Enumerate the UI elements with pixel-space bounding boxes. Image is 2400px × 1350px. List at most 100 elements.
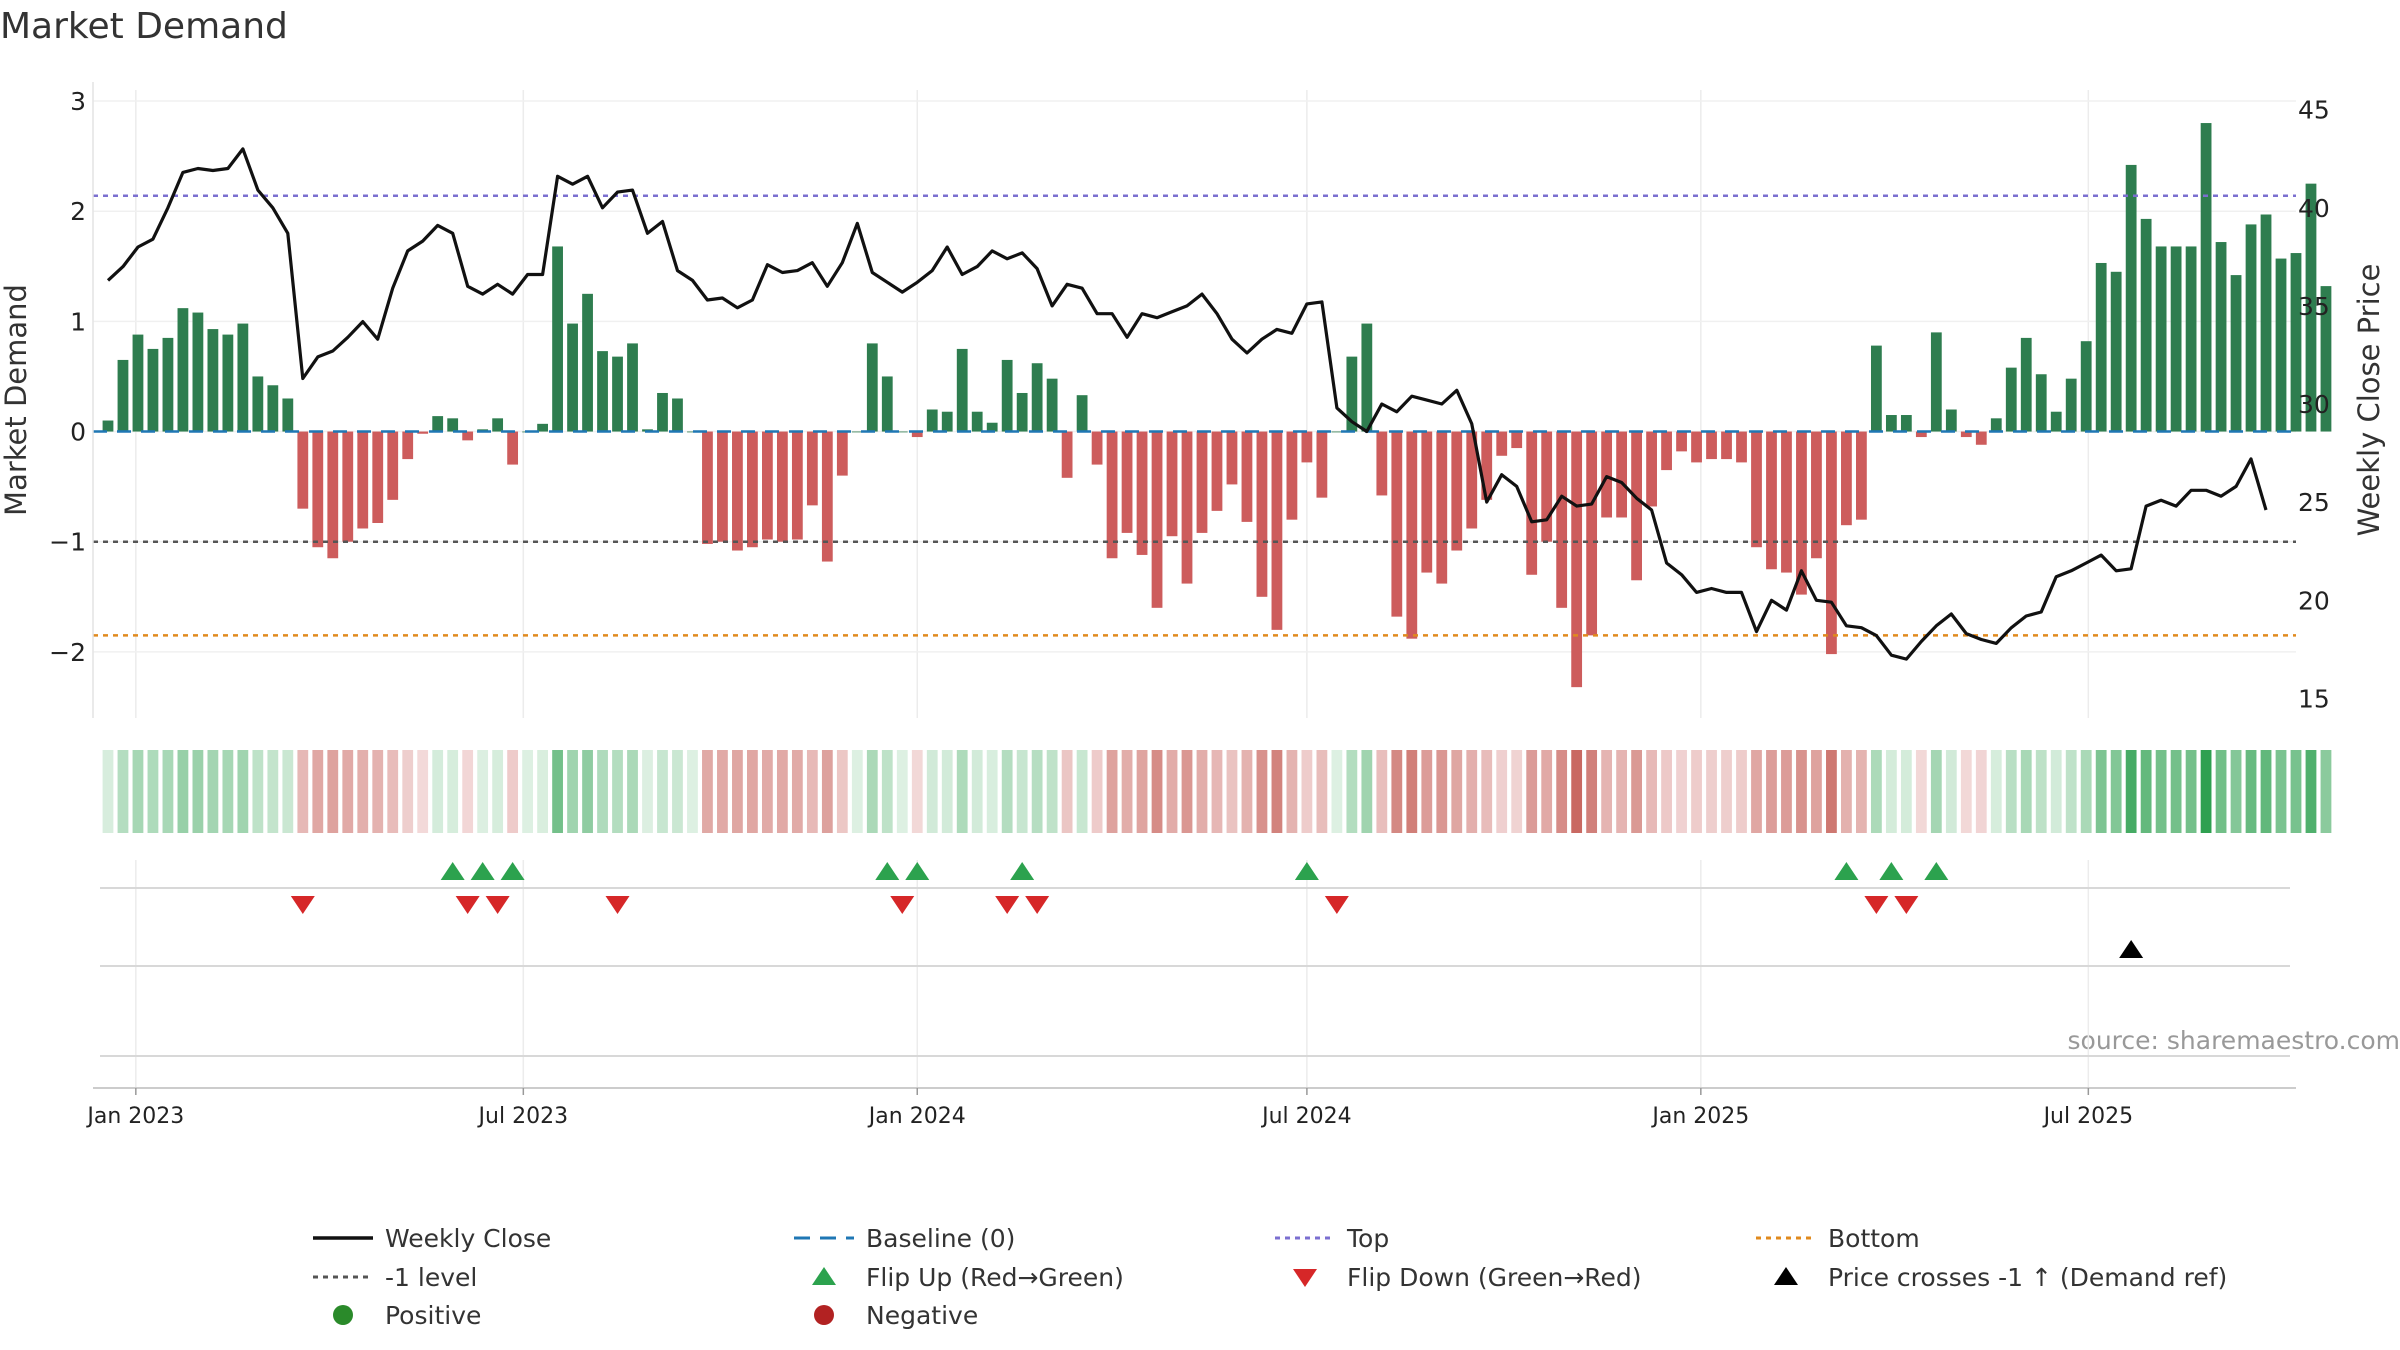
legend-swatch: [814, 1305, 834, 1325]
heat-cell: [1421, 750, 1433, 833]
y-tick-label-right: 40: [2298, 194, 2330, 223]
demand-bar: [2290, 253, 2302, 432]
demand-bar: [1436, 431, 1448, 584]
heat-cell: [791, 750, 803, 833]
flip-up-marker: [1879, 862, 1904, 880]
heat-cell: [956, 750, 968, 833]
demand-bar: [806, 431, 818, 506]
demand-bar: [2095, 262, 2107, 432]
heat-cell: [327, 750, 339, 833]
x-tick-label: Jan 2024: [867, 1104, 966, 1129]
demand-bar: [312, 431, 324, 548]
demand-bar: [1496, 431, 1508, 456]
markers-layer: [100, 862, 2290, 1057]
demand-bar: [1796, 431, 1807, 595]
heat-cell: [492, 750, 504, 833]
demand-bar: [2125, 164, 2137, 432]
demand-bar: [687, 431, 698, 433]
heat-cell: [836, 750, 848, 833]
demand-bar: [1556, 431, 1568, 608]
demand-bar: [1841, 431, 1852, 526]
heat-cell: [1511, 750, 1523, 833]
heat-cell: [2275, 750, 2287, 833]
heat-cell: [117, 750, 129, 833]
heat-cell: [2290, 750, 2302, 833]
heat-cell: [776, 750, 788, 833]
demand-bar: [2050, 411, 2062, 432]
demand-bar: [387, 431, 399, 500]
heat-cell: [2020, 750, 2032, 833]
demand-bar: [417, 431, 429, 434]
demand-bar: [791, 431, 803, 540]
demand-bar: [192, 312, 204, 432]
demand-bar: [1855, 431, 1867, 520]
demand-bar: [1316, 431, 1328, 498]
demand-bar: [1166, 431, 1178, 537]
heat-cell: [642, 750, 653, 833]
heat-cell: [986, 750, 998, 833]
demand-bar: [1960, 431, 1972, 438]
heat-cell: [597, 750, 608, 833]
heat-cell: [1631, 750, 1642, 833]
heat-cell: [2200, 750, 2212, 833]
flip-up-marker: [1294, 862, 1319, 880]
heat-cell: [147, 750, 159, 833]
heat-cell: [2050, 750, 2062, 833]
heat-cell: [1571, 750, 1583, 833]
demand-bar: [2155, 246, 2167, 432]
demand-bar: [207, 329, 219, 432]
heat-cell: [1106, 750, 1118, 833]
heat-cell: [1196, 750, 1208, 833]
y-axis-label-left: Market Demand: [0, 284, 33, 516]
y-tick-label-left: −2: [49, 638, 86, 667]
demand-bar: [1990, 418, 2002, 432]
demand-bar: [866, 343, 878, 432]
heat-cell: [1061, 750, 1073, 833]
demand-bar: [117, 359, 129, 432]
demand-bar: [1736, 431, 1747, 463]
heat-cell: [2245, 750, 2257, 833]
heat-cell: [1885, 750, 1897, 833]
heat-cell: [2080, 750, 2092, 833]
heat-cell: [342, 750, 354, 833]
flip-up-marker: [1834, 862, 1859, 880]
demand-bar: [1241, 431, 1253, 522]
demand-bar: [896, 431, 908, 433]
heat-cell: [2035, 750, 2047, 833]
y-tick-label-left: 2: [70, 197, 86, 226]
demand-bar: [1661, 431, 1672, 471]
legend-item: Price crosses -1 ↑ (Demand ref): [1774, 1263, 2227, 1292]
demand-bar: [941, 411, 953, 432]
heat-cell: [252, 750, 264, 833]
demand-bar: [1885, 415, 1897, 432]
heat-cell: [387, 750, 399, 833]
demand-bar: [1151, 431, 1163, 608]
legend-label: Flip Down (Green→Red): [1347, 1263, 1642, 1292]
flip-up-marker: [905, 862, 930, 880]
demand-bar: [1586, 431, 1598, 636]
demand-bar: [1001, 359, 1013, 432]
demand-bar: [492, 418, 504, 432]
demand-bar: [552, 246, 563, 432]
heat-cell: [821, 750, 833, 833]
heat-cell: [2215, 750, 2227, 833]
y-tick-label-left: 1: [70, 307, 86, 336]
demand-bar: [1601, 431, 1613, 518]
heat-cell: [926, 750, 938, 833]
demand-bar: [1286, 431, 1298, 520]
heat-cell: [2140, 750, 2152, 833]
demand-bar: [1945, 409, 1957, 432]
demand-bar: [1751, 431, 1762, 548]
weekly-close-line: [106, 147, 2268, 661]
demand-bar: [1930, 332, 1942, 432]
flip-down-marker: [995, 896, 1020, 914]
demand-bar: [2065, 378, 2077, 432]
demand-bar: [986, 422, 998, 432]
demand-bar: [1136, 431, 1148, 555]
demand-bar: [1541, 431, 1553, 542]
legend-item: Weekly Close: [313, 1224, 551, 1253]
demand-bar: [2230, 275, 2242, 432]
heat-cell: [941, 750, 953, 833]
heat-cell: [851, 750, 863, 833]
demand-bar: [1016, 392, 1028, 432]
